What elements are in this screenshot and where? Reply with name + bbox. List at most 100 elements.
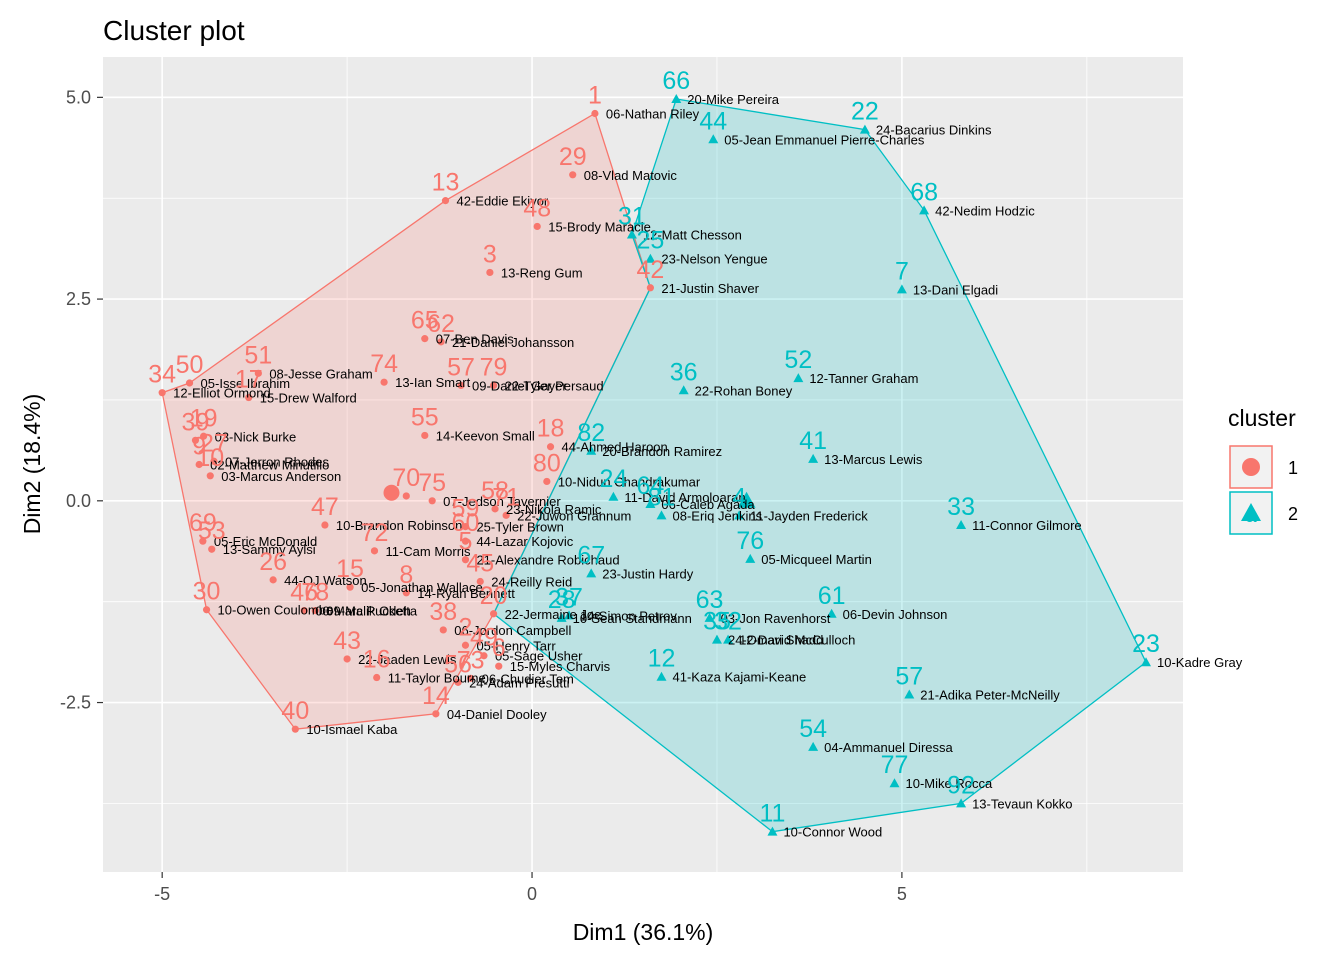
y-tick-label: 5.0 bbox=[66, 87, 91, 107]
point-name: 09-Daniel Gayer bbox=[472, 378, 567, 393]
point-name: 13-Ian Smart bbox=[395, 375, 471, 390]
point-number: 75 bbox=[418, 469, 446, 497]
point-marker bbox=[956, 520, 967, 530]
point-marker bbox=[569, 171, 577, 179]
point-name: 15-Myles Charvis bbox=[510, 659, 611, 674]
point-name: 05-Isse Ibrahim bbox=[201, 376, 291, 391]
point-marker bbox=[723, 634, 734, 644]
point-name: 05-Henry Tarr bbox=[476, 638, 556, 653]
point-number: 31 bbox=[618, 203, 646, 231]
point-name: 24-Adam Presutti bbox=[469, 675, 570, 690]
point-name: 11-David Armoloaran bbox=[624, 490, 745, 505]
point-marker bbox=[543, 477, 551, 486]
point-marker bbox=[432, 710, 440, 718]
chart-title: Cluster plot bbox=[103, 15, 245, 46]
x-tick-label: -5 bbox=[154, 884, 170, 904]
point-name: 24-Reilly Reid bbox=[491, 575, 572, 590]
point-number: 67 bbox=[577, 541, 605, 569]
point-number: 66 bbox=[662, 67, 690, 95]
y-axis-label: Dim2 (18.4%) bbox=[19, 394, 45, 535]
point-number: 12 bbox=[648, 645, 676, 673]
point-name: 13-Reng Gum bbox=[501, 265, 583, 280]
point-number: 37 bbox=[555, 583, 583, 611]
point-number: 33 bbox=[947, 493, 975, 521]
point-name: 11-Cam Morris bbox=[385, 544, 470, 559]
point-name: 14-Simon Petrov bbox=[580, 608, 677, 623]
point-number: 80 bbox=[533, 449, 561, 477]
cluster-2-hull bbox=[492, 98, 1147, 833]
point-marker bbox=[489, 381, 498, 390]
point-marker bbox=[745, 553, 756, 563]
point-number: 18 bbox=[537, 415, 565, 443]
point-number: 40 bbox=[281, 697, 309, 725]
point-name: 21-Daniel Johansson bbox=[452, 335, 574, 350]
legend-circle-icon bbox=[1242, 458, 1260, 476]
point-marker bbox=[608, 491, 619, 501]
point-marker bbox=[370, 547, 379, 555]
point-number: 56 bbox=[444, 650, 472, 678]
point-number: 1 bbox=[588, 81, 602, 109]
point-name: 23-Nelson Yengue bbox=[661, 252, 767, 267]
point-number: 5 bbox=[459, 528, 473, 556]
point-name: 10-Ismael Kaba bbox=[306, 722, 398, 737]
point-name: 14-Ryan Bennett bbox=[417, 586, 515, 601]
point-marker bbox=[859, 124, 870, 134]
plot-panel bbox=[103, 57, 1183, 872]
point-marker bbox=[704, 612, 715, 622]
point-number: 79 bbox=[480, 353, 508, 381]
point-number: 22 bbox=[851, 98, 879, 126]
point-name: 05-Jean Emmanuel Pierre-Charles bbox=[724, 132, 925, 147]
point-marker bbox=[245, 393, 253, 402]
x-tick-label: 5 bbox=[897, 884, 907, 904]
point-number: 35 bbox=[703, 608, 731, 636]
point-number: 23 bbox=[1132, 630, 1160, 658]
point-marker bbox=[793, 373, 804, 383]
point-marker bbox=[321, 521, 329, 529]
point-marker bbox=[919, 205, 930, 215]
x-axis-label: Dim1 (36.1%) bbox=[573, 919, 714, 945]
point-number: 17 bbox=[235, 366, 263, 394]
point-name: 06-Nathan Riley bbox=[606, 106, 700, 121]
point-name: 21-Justin Shaver bbox=[661, 281, 759, 296]
point-number: 34 bbox=[148, 361, 176, 389]
point-name: 10-Mike Rocca bbox=[906, 776, 993, 791]
point-marker bbox=[454, 678, 462, 686]
point-marker bbox=[461, 537, 470, 545]
point-marker bbox=[210, 457, 218, 465]
point-number: 36 bbox=[670, 358, 698, 386]
point-number: 3 bbox=[483, 240, 497, 268]
point-name: 10-Owen Coulombe bbox=[218, 603, 334, 618]
point-number: 2 bbox=[459, 613, 473, 641]
point-marker bbox=[439, 626, 447, 634]
point-number: 20 bbox=[480, 582, 508, 610]
point-name: 21-Alexandre Robichaud bbox=[476, 553, 619, 568]
point-marker bbox=[656, 671, 667, 681]
point-name: 41-Kaza Kajami-Keane bbox=[672, 670, 806, 685]
legend-triangle-icon bbox=[1241, 503, 1261, 521]
point-marker bbox=[564, 610, 575, 620]
point-marker bbox=[808, 741, 819, 751]
legend-key-2-letter: a bbox=[1245, 505, 1257, 527]
x-tick-label: 0 bbox=[527, 884, 537, 904]
point-number: 24 bbox=[600, 465, 628, 493]
point-number: 81 bbox=[648, 483, 676, 511]
legend-key-1-letter: a bbox=[1245, 457, 1257, 479]
point-marker bbox=[421, 431, 429, 440]
y-tick-label: 2.5 bbox=[66, 289, 91, 309]
point-name: 24-Bacarius Dinkins bbox=[876, 123, 992, 138]
point-name: 07-Jerron Rhodes bbox=[225, 454, 330, 469]
point-marker bbox=[402, 589, 410, 597]
point-marker bbox=[421, 335, 429, 343]
point-name: 22-Jaaden Lewis bbox=[358, 652, 457, 667]
point-name: 24-Omari Shadd bbox=[728, 633, 823, 648]
point-marker bbox=[533, 222, 541, 231]
point-marker bbox=[208, 545, 216, 553]
point-number: 41 bbox=[799, 427, 827, 455]
point-number: 60 bbox=[452, 509, 480, 537]
point-marker bbox=[491, 505, 499, 513]
point-number: 25 bbox=[636, 227, 664, 255]
point-number: 77 bbox=[881, 751, 909, 779]
point-marker bbox=[373, 673, 381, 682]
point-marker bbox=[467, 674, 475, 682]
